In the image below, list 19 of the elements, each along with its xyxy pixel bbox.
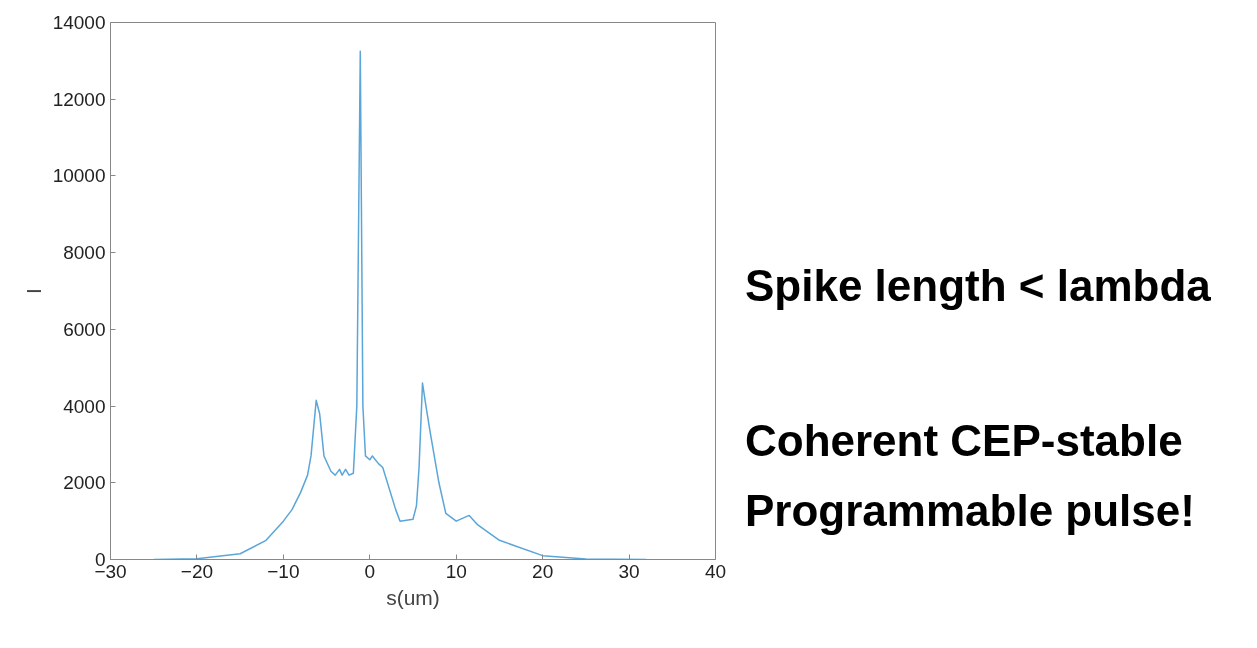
y-tick-label: 6000 [63,318,106,340]
x-tick-label: 40 [704,560,727,582]
x-axis-title: s(um) [386,585,440,609]
x-tick-label: 20 [532,560,554,582]
y-tick-label: 12000 [52,88,106,110]
y-tick-label: 2000 [63,472,106,494]
x-tick-label: 0 [364,560,376,582]
x-tick-label: −10 [267,560,300,582]
y-tick-label: 14000 [52,12,106,33]
y-tick-label: 8000 [63,242,106,264]
y-axis-title: I [21,288,45,294]
text: Coherent CEP-stable [745,415,1183,467]
x-tick-label: 10 [445,560,467,582]
text: Programmable pulse! [745,485,1195,537]
text: Spike length < lambda [745,260,1211,312]
y-tick-label: 4000 [63,395,106,417]
x-tick-label: 30 [618,560,640,582]
y-tick-label: 10000 [52,165,106,187]
x-tick-label: −20 [180,560,214,582]
